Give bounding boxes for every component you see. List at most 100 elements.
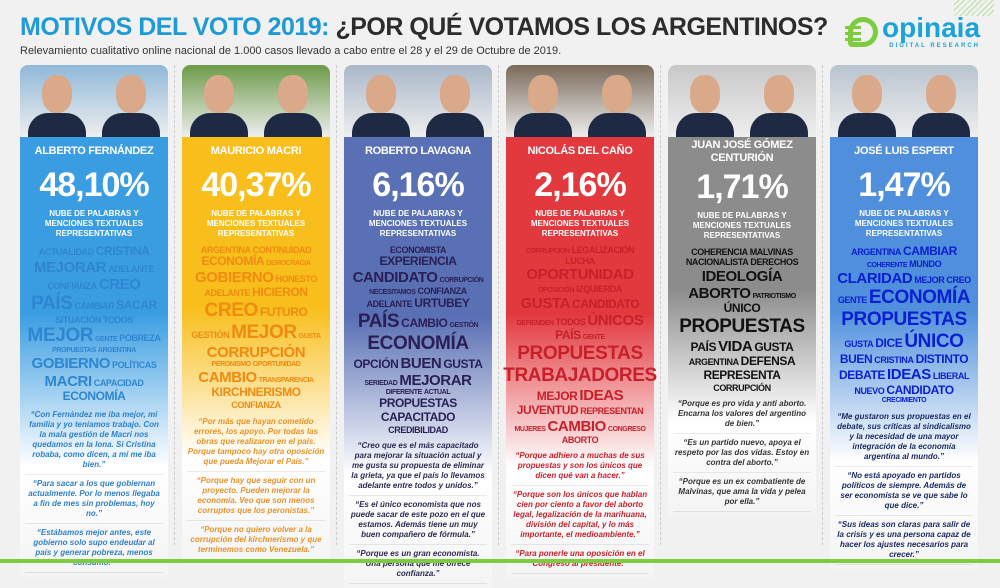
cloud-word: ECONOMÍA bbox=[868, 287, 971, 309]
cloud-word: CREO bbox=[946, 274, 971, 285]
cloud-word: CANDIDATO bbox=[886, 382, 954, 397]
cloud-word: CORRUPCIÓN bbox=[206, 343, 306, 361]
cloud-word: CRISTINA bbox=[874, 354, 914, 365]
cloud-word: COHERENTE bbox=[866, 261, 908, 269]
cloud-word: OPOSICIÓN bbox=[538, 286, 575, 294]
cloud-word: ARGENTINA bbox=[851, 247, 902, 257]
vote-percentage: 1,71% bbox=[696, 168, 788, 206]
cloud-word: KIRCHNERISMO bbox=[211, 385, 301, 400]
vote-percentage: 6,16% bbox=[372, 166, 464, 204]
cloud-word: CONTINUIDAD bbox=[252, 245, 312, 255]
cloud-word: CREO bbox=[98, 276, 141, 294]
cloud-word: REPRESENTAN bbox=[580, 405, 644, 416]
quotes: “Creo que es el más capacitado para mejo… bbox=[344, 435, 492, 586]
cloud-word: GUSTA bbox=[520, 294, 571, 312]
cloud-word: CAMBIO bbox=[198, 369, 257, 387]
cloud-word: ÚNICO bbox=[723, 301, 761, 316]
cloud-word: ADELANTE bbox=[108, 263, 155, 274]
quotes: “Con Fernández me iba mejor, mi familia … bbox=[20, 404, 168, 575]
quote: “Sus ideas son claras para salir de la c… bbox=[835, 516, 973, 565]
candidate-name: JOSÉ LUIS ESPERT bbox=[854, 144, 954, 157]
cloud-word: CREDIBILIDAD bbox=[388, 425, 448, 436]
cloud-word: PROPUESTAS bbox=[52, 347, 96, 355]
cloud-word: ECONOMÍA bbox=[62, 388, 126, 403]
chat-bubble-icon bbox=[845, 17, 878, 47]
vote-percentage: 2,16% bbox=[534, 166, 626, 204]
quote: “Es el único economista que nos puede sa… bbox=[349, 496, 487, 546]
vote-percentage: 40,37% bbox=[201, 166, 311, 204]
opinaia-logo: opinaia DIGITAL RESEARCH bbox=[845, 14, 980, 50]
cloud-word: PROPUESTAS bbox=[679, 315, 805, 337]
cloud-word: MEJOR bbox=[27, 325, 94, 347]
cloud-word: BUEN bbox=[839, 351, 873, 366]
cloud-word: GOBIERNO bbox=[31, 355, 111, 373]
candidate-card: ALBERTO FERNÁNDEZ 48,10% Nube de palabra… bbox=[20, 137, 168, 577]
quote: “Es un partido nuevo, apoya el respeto p… bbox=[673, 434, 811, 474]
word-cloud: ECONOMISTA EXPERIENCIA CANDIDATO CORRUPCIÓN… bbox=[350, 245, 486, 435]
candidate-name: JUAN JOSÉ GÓMEZ CENTURIÓN bbox=[691, 139, 793, 164]
cloud-word: EXPERIENCIA bbox=[379, 254, 457, 269]
cloud-word: BUEN bbox=[400, 354, 442, 372]
cloud-word: IDEOLOGÍA bbox=[701, 267, 783, 285]
cloud-word: GUSTA bbox=[754, 339, 794, 354]
cloud-word: TRANSPARENCIA bbox=[258, 377, 314, 385]
cloud-word: ARGENTINA bbox=[688, 357, 739, 368]
cloud-word: ADELANTE bbox=[204, 288, 251, 299]
word-cloud: ACTUALIDAD CRISTINA MEJORAR ADELANTE CONFIAN… bbox=[26, 244, 162, 404]
cloud-word: ARGENTINA bbox=[200, 245, 251, 255]
cloud-word: DIFERENTE bbox=[385, 389, 422, 397]
cloud-word: ÚNICO bbox=[904, 330, 964, 352]
candidate-photo bbox=[668, 65, 816, 137]
quote: “Porque no quiero volver a la corrupción… bbox=[187, 521, 325, 560]
quote: “Porque adhiero a muchas de sus propuest… bbox=[511, 447, 649, 487]
quotes: “Porque es pro vida y anti aborto. Encar… bbox=[668, 393, 816, 514]
cloud-word: IDEAS bbox=[579, 386, 624, 404]
cloud-word: MEJOR bbox=[914, 274, 945, 285]
quotes: “Porque adhiero a muchas de sus propuest… bbox=[506, 445, 654, 576]
cloud-word: CONFIANZA bbox=[231, 400, 281, 411]
cloud-word: CAMBIO bbox=[401, 316, 448, 331]
cloud-word: CREO bbox=[204, 300, 259, 322]
cloud-label: Nube de palabras y menciones textuales r… bbox=[206, 209, 306, 238]
cloud-word: OPORTUNIDAD bbox=[526, 266, 634, 284]
cloud-word: JUVENTUD bbox=[516, 402, 579, 417]
candidate-photo bbox=[344, 65, 492, 137]
cloud-word: POBREZA bbox=[119, 333, 161, 344]
cloud-word: CAMBIAR bbox=[74, 301, 115, 312]
cloud-word: CAPACIDAD bbox=[93, 377, 144, 388]
cloud-word: OPORTUNIDAD bbox=[252, 361, 301, 369]
candidate-column: ROBERTO LAVAGNA 6,16% Nube de palabras y… bbox=[336, 65, 492, 588]
candidate-card: ROBERTO LAVAGNA 6,16% Nube de palabras y… bbox=[344, 137, 492, 588]
cloud-word: MEJORAR bbox=[33, 258, 107, 276]
cloud-label: Nube de palabras y menciones textuales r… bbox=[44, 209, 144, 238]
candidate-photo bbox=[506, 65, 654, 137]
cloud-word: PROPUESTAS bbox=[517, 342, 643, 364]
decorative-stripes bbox=[954, 0, 994, 16]
cloud-word: DERECHOS bbox=[750, 257, 799, 268]
cloud-word: DEMOCRACIA bbox=[266, 260, 311, 268]
candidate-name: NICOLÁS DEL CAÑO bbox=[527, 144, 633, 157]
vote-percentage: 1,47% bbox=[858, 166, 950, 204]
cloud-word: ABORTO bbox=[688, 284, 751, 302]
cloud-word: TODOS bbox=[103, 315, 133, 326]
candidate-column: ALBERTO FERNÁNDEZ 48,10% Nube de palabra… bbox=[20, 65, 168, 577]
cloud-word: GENTE bbox=[582, 334, 606, 342]
cloud-word: SERIEDAD bbox=[364, 380, 398, 388]
quote: “Estábamos mejor antes, este gobierno so… bbox=[25, 524, 163, 573]
quote: “Porque son los únicos que hablan cien p… bbox=[511, 486, 649, 546]
cloud-word: CAMBIAR bbox=[903, 244, 957, 258]
quote: “Porque es pro vida y anti aborto. Encar… bbox=[673, 395, 811, 435]
cloud-word: CORRUPCIÓN bbox=[439, 277, 484, 285]
page-title: MOTIVOS DEL VOTO 2019: ¿POR QUÉ VOTAMOS … bbox=[20, 13, 828, 41]
cloud-word: MEJOR bbox=[231, 322, 297, 344]
cloud-word: MUJERES bbox=[514, 425, 546, 433]
word-cloud: ARGENTINA CONTINUIDAD ECONOMÍA DEMOCRACIA GO… bbox=[188, 245, 324, 411]
quote: “Con Fernández me iba mejor, mi familia … bbox=[25, 406, 163, 475]
cloud-label: Nube de palabras y menciones textuales r… bbox=[530, 209, 630, 238]
candidate-photo bbox=[830, 65, 978, 137]
cloud-word: HICIERON bbox=[252, 285, 308, 300]
cloud-word: CONGRESO bbox=[607, 425, 646, 433]
cloud-label: Nube de palabras y menciones textuales r… bbox=[368, 209, 468, 238]
candidate-card: MAURICIO MACRI 40,37% Nube de palabras y… bbox=[182, 137, 330, 564]
quotes: “Por más que hayan cometido errores, los… bbox=[182, 411, 330, 562]
